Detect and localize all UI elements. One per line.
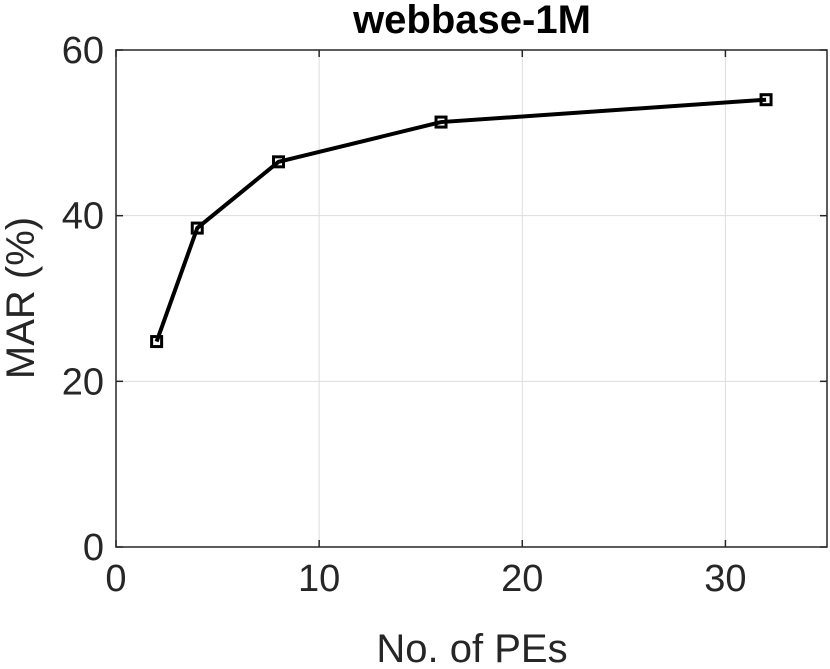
x-tick-label: 10	[298, 558, 340, 600]
plot-area-frame	[115, 49, 828, 548]
data-point-marker	[272, 155, 286, 169]
data-point-marker	[150, 335, 164, 349]
chart-title: webbase-1M	[352, 0, 591, 42]
x-tick-label: 0	[105, 558, 126, 600]
grid	[115, 49, 827, 548]
y-tick-label: 40	[62, 196, 104, 238]
data-point-marker	[434, 115, 448, 129]
y-tick-label: 0	[83, 527, 104, 569]
y-axis-label: MAR (%)	[0, 217, 43, 379]
y-tick-label: 20	[62, 361, 104, 403]
data-point-marker	[759, 93, 773, 107]
y-tick-label: 60	[62, 30, 104, 72]
x-tick-label: 20	[501, 558, 543, 600]
x-axis-label: No. of PEs	[376, 627, 567, 669]
axis-ticks	[115, 49, 827, 548]
series-line	[154, 97, 767, 343]
x-tick-labels: 0 10 20 30	[105, 558, 746, 600]
y-tick-labels: 0 20 40 60	[62, 30, 104, 569]
data-series	[150, 93, 773, 349]
x-tick-label: 30	[704, 558, 746, 600]
data-point-marker	[190, 221, 204, 235]
